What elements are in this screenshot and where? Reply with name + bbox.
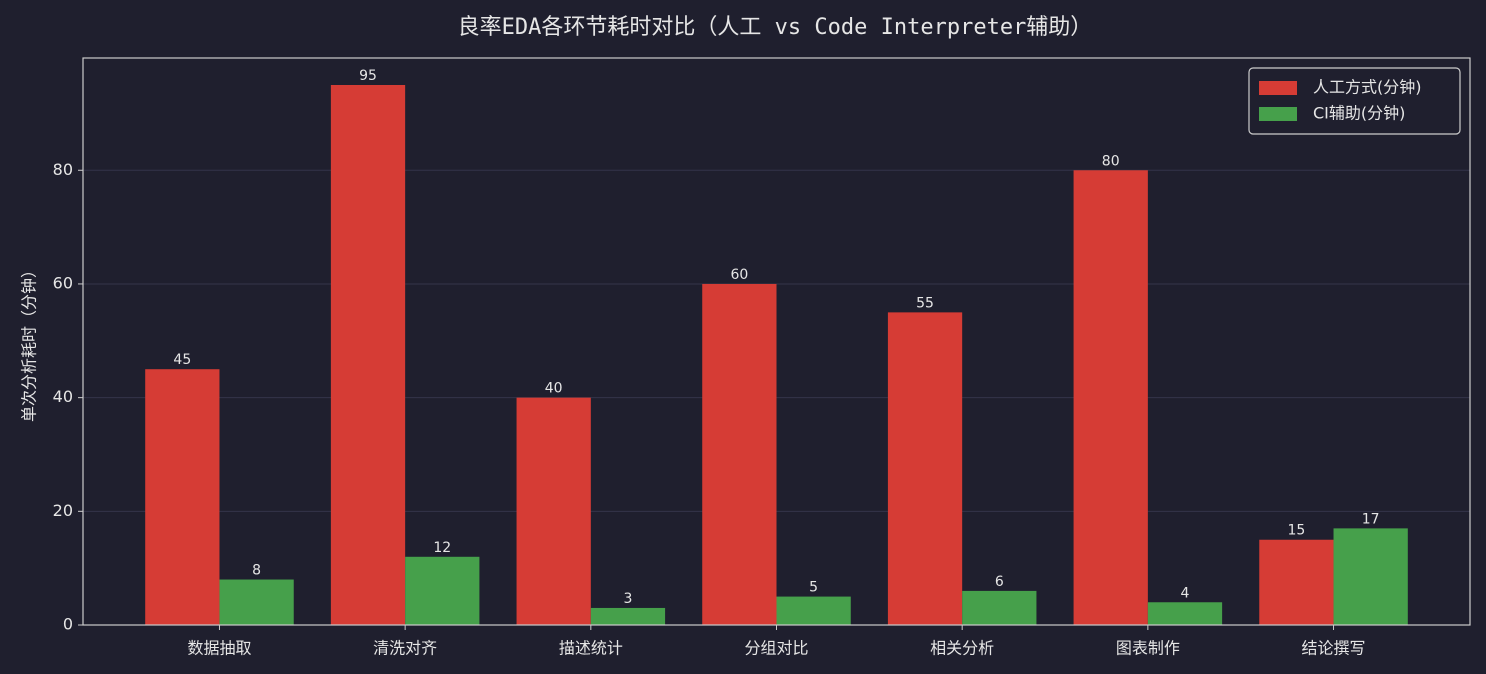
y-tick-label: 0 xyxy=(63,615,73,634)
legend-label: CI辅助(分钟) xyxy=(1313,104,1405,123)
legend-swatch xyxy=(1259,81,1297,95)
value-label: 4 xyxy=(1181,585,1190,601)
plot-frame xyxy=(82,57,1471,626)
y-axis-label: 单次分析耗时（分钟） xyxy=(20,262,39,422)
value-label: 60 xyxy=(730,267,748,283)
legend-swatch xyxy=(1259,107,1297,121)
bar xyxy=(962,590,1037,625)
value-label: 45 xyxy=(173,352,191,368)
legend: 人工方式(分钟) CI辅助(分钟) xyxy=(1248,67,1461,135)
bar xyxy=(405,556,480,625)
x-tick-label: 结论撰写 xyxy=(1302,639,1366,658)
y-tick-label: 20 xyxy=(53,501,73,520)
chart-title: 良率EDA各环节耗时对比（人工 vs Code Interpreter辅助） xyxy=(458,15,1093,40)
value-label: 5 xyxy=(809,580,818,596)
value-label: 55 xyxy=(916,295,934,311)
value-label: 40 xyxy=(545,381,563,397)
bar xyxy=(590,607,666,625)
value-label: 12 xyxy=(433,540,451,556)
value-label: 8 xyxy=(252,563,261,579)
x-tick-label: 清洗对齐 xyxy=(373,639,437,658)
legend-label: 人工方式(分钟) xyxy=(1313,78,1422,97)
x-tick-label: 数据抽取 xyxy=(187,639,251,658)
bar xyxy=(330,85,406,625)
x-tick-label: 相关分析 xyxy=(930,639,994,658)
value-label: 17 xyxy=(1362,511,1380,527)
bar xyxy=(702,283,777,625)
bar xyxy=(1147,602,1223,625)
value-label: 80 xyxy=(1102,153,1120,169)
x-tick-label: 描述统计 xyxy=(559,639,623,658)
legend-frame xyxy=(1248,67,1461,135)
bar xyxy=(516,397,591,625)
y-tick-label: 80 xyxy=(53,160,73,179)
value-label: 95 xyxy=(359,68,377,84)
bar xyxy=(145,369,220,625)
y-tick-label: 60 xyxy=(53,273,73,292)
bar xyxy=(1259,539,1334,625)
x-tick-label: 图表制作 xyxy=(1116,639,1180,658)
bar xyxy=(219,579,294,625)
value-label: 15 xyxy=(1287,523,1305,539)
bar xyxy=(776,596,851,625)
value-label: 6 xyxy=(995,574,1004,590)
y-tick-label: 40 xyxy=(53,387,73,406)
bar xyxy=(1333,528,1408,625)
bar xyxy=(1073,170,1148,625)
x-tick-label: 分组对比 xyxy=(744,639,808,658)
value-label: 3 xyxy=(623,591,632,607)
bar xyxy=(887,312,963,625)
